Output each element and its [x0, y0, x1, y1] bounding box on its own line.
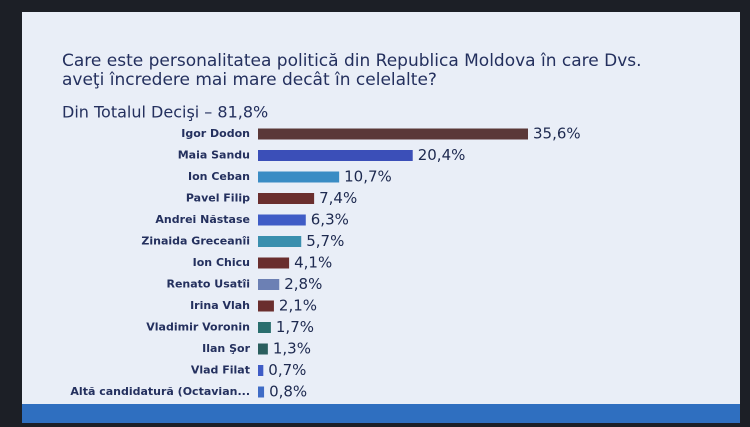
value-label: 1,3% — [273, 340, 311, 358]
category-label: Andrei Năstase — [155, 213, 250, 226]
value-label: 2,8% — [284, 275, 322, 293]
bar — [258, 300, 274, 312]
category-label: Ilan Şor — [202, 342, 250, 355]
category-label: Renato Usatîi — [166, 278, 250, 291]
category-label: Ion Ceban — [188, 170, 250, 183]
value-label: 6,3% — [311, 211, 349, 229]
category-label: Zinaida Greceanîi — [141, 235, 250, 248]
bar — [258, 386, 265, 398]
bar — [258, 322, 271, 333]
bar — [258, 150, 413, 161]
value-label: 35,6% — [533, 125, 581, 143]
category-label: Ion Chicu — [193, 256, 250, 269]
value-label: 20,4% — [418, 146, 466, 164]
bar — [258, 214, 306, 226]
bar — [258, 279, 280, 290]
bar — [258, 236, 302, 247]
title-box: Care este personalitatea politică din Re… — [62, 52, 642, 90]
value-label: 0,7% — [268, 361, 306, 379]
category-label: Irina Vlah — [190, 299, 250, 312]
value-label: 5,7% — [306, 232, 344, 250]
bar — [258, 193, 315, 204]
bar — [258, 343, 268, 355]
category-label: Maia Sandu — [178, 149, 250, 162]
value-label: 10,7% — [344, 168, 392, 186]
footer-band — [22, 404, 740, 423]
category-label: Vlad Filat — [191, 364, 250, 377]
bar — [258, 171, 340, 183]
category-label: Vladimir Voronin — [146, 321, 250, 334]
bar — [258, 128, 528, 140]
value-label: 4,1% — [294, 254, 332, 272]
chart-title: Care este personalitatea politică din Re… — [62, 52, 642, 90]
value-label: 1,7% — [276, 318, 314, 336]
category-label: Pavel Filip — [186, 192, 250, 205]
value-label: 0,8% — [269, 383, 307, 401]
chart-subtitle: Din Totalul Decişi – 81,8% — [62, 103, 268, 122]
bar — [258, 257, 290, 269]
category-label: Igor Dodon — [181, 127, 250, 140]
value-label: 2,1% — [279, 297, 317, 315]
value-label: 7,4% — [319, 189, 357, 207]
screen — [22, 12, 740, 423]
category-label: Altă candidatură (Octavian... — [70, 385, 250, 398]
bar — [258, 365, 264, 376]
